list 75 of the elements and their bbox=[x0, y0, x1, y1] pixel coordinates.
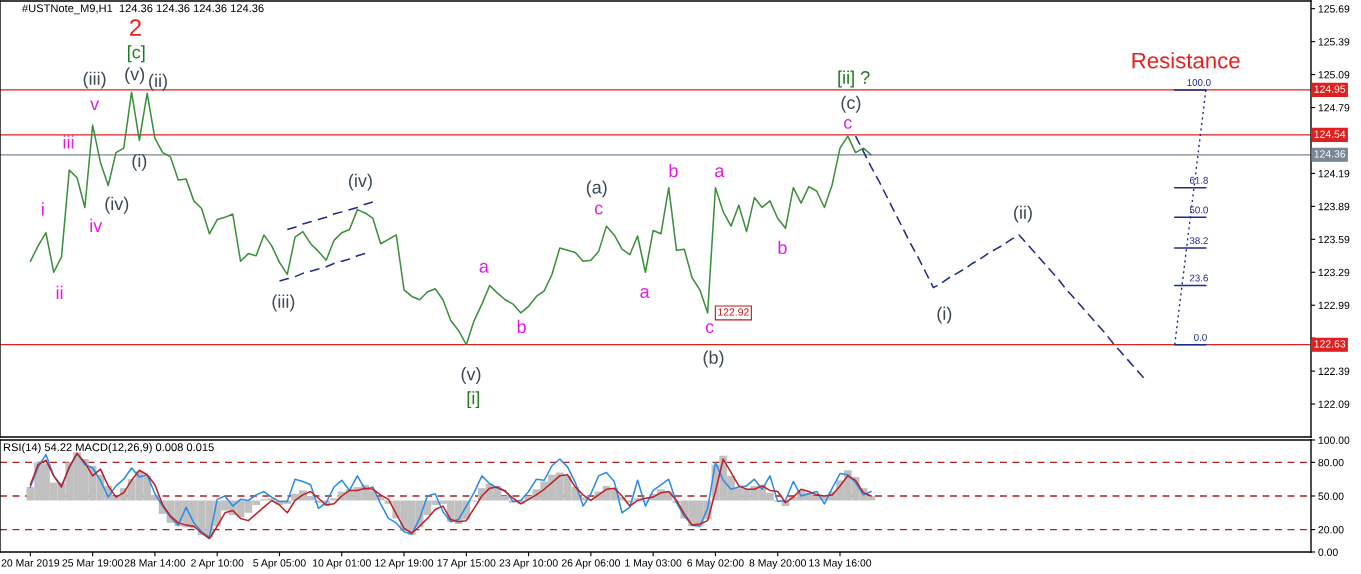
y-tick-label: 125.69 bbox=[1318, 5, 1350, 13]
x-tick-label: 8 May 20:00 bbox=[749, 559, 806, 569]
annotation: b bbox=[669, 163, 678, 178]
annotation: (iii) bbox=[272, 294, 295, 312]
y-tick-label: 122.39 bbox=[1318, 367, 1350, 375]
annotation: 38.2 bbox=[1189, 237, 1208, 245]
y-tick-label: 0.00 bbox=[1318, 548, 1338, 556]
annotation: 0.0 bbox=[1194, 333, 1207, 341]
annotation: (iv) bbox=[349, 173, 372, 191]
annotation: [ii] ? bbox=[838, 70, 870, 88]
y-tick-label: 122.99 bbox=[1318, 301, 1350, 310]
x-tick-label: 17 Apr 15:00 bbox=[437, 559, 496, 569]
annotation: (v) bbox=[125, 67, 145, 85]
annotation: 50.0 bbox=[1189, 206, 1208, 214]
annotation: iv bbox=[90, 218, 103, 232]
y-tick-label: 125.09 bbox=[1318, 71, 1350, 79]
x-tick-label: 6 May 02:00 bbox=[687, 559, 744, 569]
y-tick-label: 123.59 bbox=[1318, 235, 1350, 244]
annotation: (i) bbox=[937, 306, 952, 324]
annotation: (a) bbox=[586, 180, 607, 198]
annotation: 100.0 bbox=[1187, 79, 1211, 86]
annotation: Resistance bbox=[1132, 52, 1240, 69]
y-tick-label: 123.89 bbox=[1318, 202, 1350, 211]
annotation: c bbox=[844, 118, 852, 129]
annotation: v bbox=[90, 100, 100, 110]
annotation: c bbox=[594, 204, 603, 215]
y-tick-label: 80.00 bbox=[1318, 458, 1344, 467]
annotation: a bbox=[479, 262, 489, 273]
annotation: (ii) bbox=[1014, 205, 1032, 223]
ref-line-label: 124.95 bbox=[1314, 85, 1346, 93]
x-tick-label: 23 Apr 10:00 bbox=[499, 559, 558, 569]
x-tick-label: 1 May 03:00 bbox=[625, 559, 682, 569]
annotation: b bbox=[778, 240, 787, 255]
y-tick-label: 124.19 bbox=[1318, 169, 1350, 178]
annotation: (i) bbox=[132, 154, 147, 171]
annotation: [i] bbox=[467, 391, 480, 409]
x-tick-label: 20 Mar 2019 bbox=[1, 559, 60, 567]
y-tick-label: 50.00 bbox=[1318, 492, 1344, 500]
x-tick-label: 13 May 16:00 bbox=[809, 559, 872, 569]
chart-title: RSI(14) 54.22 MACD(12,26,9) 0.008 0.015 bbox=[3, 443, 214, 454]
annotation: 23.6 bbox=[1189, 274, 1208, 282]
annotation: iii bbox=[63, 135, 74, 149]
annotation: 122.92 bbox=[718, 308, 749, 316]
chart-title: #USTNote_M9,H1 124.36 124.36 124.36 124.36 bbox=[22, 4, 264, 15]
x-tick-label: 26 Apr 06:00 bbox=[561, 559, 621, 569]
annotation: [c] bbox=[127, 45, 145, 63]
x-tick-label: 25 Mar 19:00 bbox=[62, 559, 123, 567]
annotation: (b) bbox=[703, 350, 724, 368]
annotation: (ii) bbox=[149, 73, 167, 91]
x-tick-label: 10 Apr 01:00 bbox=[313, 559, 371, 569]
y-tick-label: 20.00 bbox=[1318, 526, 1344, 534]
ref-line-label: 122.63 bbox=[1314, 340, 1346, 348]
annotation: ii bbox=[56, 285, 63, 299]
annotation: i bbox=[42, 202, 44, 216]
annotation: c bbox=[705, 323, 714, 334]
annotation: (iv) bbox=[105, 196, 129, 214]
annotation: a bbox=[640, 288, 650, 298]
y-tick-label: 123.29 bbox=[1318, 268, 1350, 277]
annotation: a bbox=[715, 167, 725, 178]
y-tick-label: 124.79 bbox=[1318, 104, 1350, 112]
annotation: 2 bbox=[130, 19, 141, 36]
x-tick-label: 28 Mar 14:00 bbox=[124, 559, 186, 567]
x-tick-label: 5 Apr 05:00 bbox=[253, 559, 306, 569]
annotation: 61.8 bbox=[1189, 176, 1208, 184]
ref-line-label: 124.36 bbox=[1314, 150, 1346, 158]
annotation: (iii) bbox=[83, 71, 106, 89]
y-tick-label: 100.00 bbox=[1318, 436, 1350, 444]
x-tick-label: 2 Apr 10:00 bbox=[191, 559, 244, 569]
annotation: b bbox=[517, 319, 526, 334]
ref-line-label: 124.54 bbox=[1314, 130, 1346, 138]
x-tick-label: 12 Apr 19:00 bbox=[375, 559, 434, 569]
annotation: (c) bbox=[841, 95, 861, 113]
y-tick-label: 122.09 bbox=[1318, 400, 1350, 408]
y-tick-label: 125.39 bbox=[1318, 38, 1350, 46]
annotation: (v) bbox=[461, 367, 481, 384]
